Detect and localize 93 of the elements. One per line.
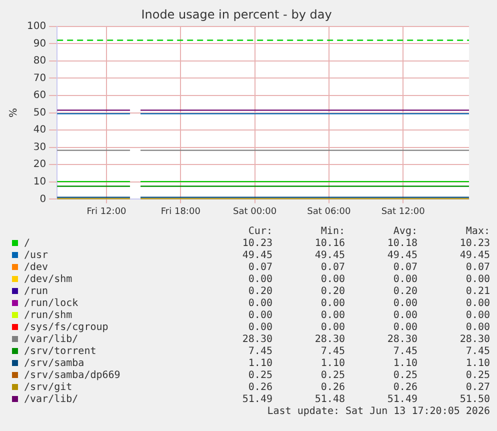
y-tick-label: 80 [33,56,46,67]
text: 10.18 [386,238,418,250]
text: Min: [320,226,345,238]
text: 0.00 [392,322,418,334]
x-tick-label: Sat 00:00 [233,206,277,217]
text: 0.00 [464,298,490,310]
x-tick-label: Fri 18:00 [160,206,201,217]
y-tick-label: 70 [33,72,46,84]
legend-label: /var/lib/ [23,334,80,346]
text: 7.45 [464,346,490,358]
x-tick-label: Sat 12:00 [381,206,426,217]
text: 0.00 [464,310,490,322]
legend-label: /var/lib/ [23,394,80,406]
text: 0.21 [464,286,490,298]
text: 49.45 [241,250,272,262]
legend-label: /srv/torrent [23,346,98,358]
text: 0.00 [464,274,490,286]
text: 0.00 [464,322,490,334]
text: 51.50 [458,394,490,406]
legend-label: /srv/git [23,382,74,394]
text: 0.27 [464,382,490,394]
text: Avg: [392,226,418,238]
text: 0.00 [392,274,418,286]
text: 7.45 [247,346,272,358]
legend-label: /dev/shm [23,274,74,286]
legend-label: /srv/samba [23,358,86,370]
text: 0.00 [392,298,418,310]
text: 0.20 [392,286,418,298]
text: 0.07 [247,262,272,274]
y-tick-label: 50 [33,107,46,118]
text: 0.20 [247,286,272,298]
text: 51.48 [314,394,345,406]
text: 0.26 [392,382,418,394]
text: 0.25 [247,370,272,382]
text: 49.45 [314,250,345,262]
text: 10.23 [241,238,272,250]
chart-title: Inode usage in percent - by day [141,7,332,22]
text: 28.30 [386,334,418,346]
legend-label: /srv/samba/dp669 [23,370,120,382]
text: 0.00 [247,274,272,286]
text: 49.45 [458,250,490,262]
text: Last update: Sat Jun 13 17:20:05 2026 [266,406,490,418]
y-axis-title: % [8,108,20,118]
text: 0.00 [247,322,272,334]
text: 1.10 [320,358,345,370]
text: 0.00 [392,310,418,322]
y-tick-label: 90 [33,38,46,50]
y-tick-label: 20 [33,159,46,170]
text: 0.26 [320,382,345,394]
legend-label: /usr [23,250,50,262]
y-tick-label: 10 [33,176,46,188]
text: 0.07 [392,262,418,274]
y-tick-label: 100 [26,20,46,32]
text: 0.26 [247,382,272,394]
text: 0.25 [320,370,345,382]
text: 0.25 [392,370,418,382]
legend-label: /dev [23,262,50,274]
text: 0.00 [247,310,272,322]
text: 51.49 [241,394,272,406]
text: Max: [464,226,490,238]
legend-label: /run [23,286,50,298]
text: 1.10 [247,358,272,370]
legend-label: /run/lock [23,298,80,310]
y-tick-label: 40 [33,124,46,136]
text: Cur: [247,226,272,238]
text: 1.10 [392,358,418,370]
legend-label: / [23,238,32,250]
text: 0.00 [320,310,345,322]
text: 0.00 [320,298,345,310]
text: 28.30 [241,334,272,346]
x-tick-label: Fri 12:00 [86,206,127,217]
text: 49.45 [386,250,418,262]
x-tick-label: Sat 06:00 [307,206,351,217]
text: 0.20 [320,286,345,298]
y-tick-label: 0 [40,194,46,205]
text: 0.00 [247,298,272,310]
text: 28.30 [314,334,345,346]
text: 0.00 [320,322,345,334]
text: 0.07 [320,262,345,274]
text: 0.25 [464,370,490,382]
text: 51.49 [386,394,418,406]
text: 7.45 [320,346,345,358]
text: 10.23 [458,238,490,250]
text: 28.30 [458,334,490,346]
y-tick-label: 60 [33,90,46,102]
text: 1.10 [464,358,490,370]
text: 10.16 [314,238,345,250]
legend-label: /sys/fs/cgroup [23,322,110,334]
text: 0.07 [464,262,490,274]
y-tick-label: 30 [33,142,46,153]
text: 0.00 [320,274,345,286]
legend-label: /run/shm [23,310,74,322]
text: 7.45 [392,346,418,358]
